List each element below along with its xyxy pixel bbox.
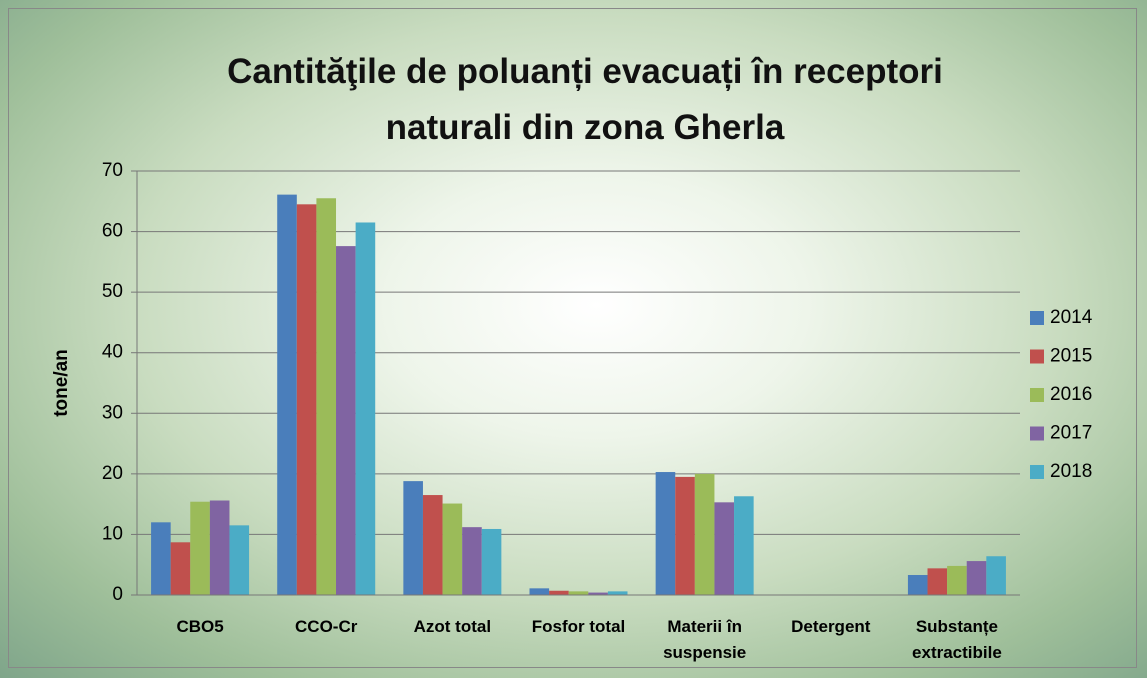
bar: [442, 503, 463, 595]
bar: [336, 246, 356, 595]
bar: [986, 556, 1006, 595]
bar: [549, 590, 569, 595]
bar: [947, 565, 967, 595]
bar: [277, 194, 297, 595]
legend-label: 2015: [1050, 346, 1092, 367]
bar: [966, 561, 987, 595]
legend-label: 2018: [1050, 461, 1092, 482]
bar: [714, 502, 735, 595]
y-tick-label: 50: [102, 281, 123, 302]
bar: [734, 496, 754, 595]
bar: [927, 568, 948, 595]
y-tick-label: 0: [112, 584, 123, 605]
bar: [675, 476, 695, 595]
bar: [907, 575, 928, 595]
y-axis-label: tone/an: [51, 349, 72, 417]
bar: [170, 542, 191, 595]
x-tick-label: CCO-Cr: [295, 617, 358, 636]
bar: [355, 222, 376, 595]
legend-label: 2016: [1050, 384, 1092, 405]
bar: [209, 500, 230, 595]
legend-swatch: [1030, 465, 1044, 479]
x-tick-label: Substanțe extractibile: [912, 617, 1002, 662]
chart-title: Cantităţile de poluanți evacuați în rece…: [227, 52, 943, 147]
bar: [481, 528, 502, 595]
bar: [316, 198, 337, 595]
bar: [655, 472, 676, 595]
frame: [8, 8, 1137, 668]
legend-swatch: [1030, 311, 1044, 325]
y-tick-label: 60: [102, 221, 123, 242]
y-tick-label: 20: [102, 463, 123, 484]
bar: [568, 591, 589, 595]
x-tick-label: Materii în suspensie: [663, 617, 747, 662]
bar: [403, 481, 423, 595]
x-tick-label: Azot total: [413, 617, 492, 636]
x-tick-label: CBO5: [176, 617, 224, 636]
y-tick-label: 70: [102, 160, 123, 181]
legend-label: 2014: [1050, 307, 1093, 328]
bar: [694, 473, 715, 595]
legend-label: 2017: [1050, 423, 1092, 444]
bar: [607, 591, 628, 595]
legend-swatch: [1030, 349, 1044, 364]
x-tick-label: Fosfor total: [531, 617, 626, 636]
bar: [190, 501, 210, 595]
bar: [462, 527, 482, 595]
bar: [296, 204, 317, 596]
legend-swatch: [1030, 388, 1044, 402]
legend-swatch: [1030, 426, 1044, 441]
y-tick-label: 30: [102, 402, 123, 423]
bar: [588, 592, 608, 595]
bar: [529, 588, 550, 595]
bar: [229, 525, 250, 595]
bar: [151, 522, 171, 595]
x-tick-label: Detergent: [791, 617, 871, 636]
y-tick-label: 10: [102, 523, 123, 544]
y-tick-label: 40: [102, 342, 123, 363]
bar: [422, 495, 443, 595]
